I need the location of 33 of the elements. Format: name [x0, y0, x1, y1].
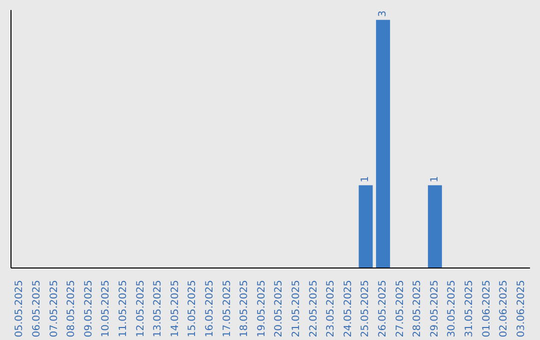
- x-tick-label: 08.05.2025: [66, 280, 78, 338]
- x-tick-label: 03.06.2025: [516, 280, 527, 338]
- x-tick-label: 25.05.2025: [360, 280, 372, 338]
- x-tick-label: 12.05.2025: [135, 280, 146, 338]
- x-tick-label: 19.05.2025: [256, 280, 268, 338]
- x-tick-label: 05.05.2025: [14, 280, 26, 338]
- x-tick-label: 16.05.2025: [204, 280, 216, 338]
- x-tick-label: 20.05.2025: [274, 280, 285, 338]
- x-tick-label: 22.05.2025: [308, 280, 320, 338]
- x-tick-label: 14.05.2025: [170, 280, 181, 338]
- data-label: 1: [429, 176, 440, 182]
- data-label: 1: [360, 176, 372, 182]
- data-label: 3: [378, 10, 389, 17]
- x-tick-label: 13.05.2025: [152, 280, 164, 338]
- x-tick-label: 15.05.2025: [187, 280, 198, 338]
- x-tick-label: 10.05.2025: [100, 280, 112, 338]
- x-tick-label: 28.05.2025: [412, 280, 424, 338]
- x-tick-label: 17.05.2025: [222, 280, 233, 338]
- x-tick-label: 09.05.2025: [83, 280, 94, 338]
- x-tick-label: 06.05.2025: [31, 280, 42, 338]
- x-tick-label: 23.05.2025: [326, 280, 337, 338]
- x-tick-label: 21.05.2025: [290, 280, 302, 338]
- x-tick-label: 30.05.2025: [446, 280, 458, 338]
- x-tick-label: 18.05.2025: [239, 280, 250, 338]
- x-tick-label: 24.05.2025: [342, 280, 354, 338]
- x-tick-label: 01.06.2025: [481, 280, 492, 338]
- x-tick-label: 26.05.2025: [377, 280, 388, 338]
- x-tick-label: 31.05.2025: [464, 280, 475, 338]
- x-tick-label: 02.06.2025: [498, 280, 510, 338]
- x-tick-label: 11.05.2025: [118, 280, 129, 338]
- x-tick-label: 27.05.2025: [394, 280, 406, 338]
- x-tick-label: 29.05.2025: [429, 280, 440, 338]
- x-tick-label: 07.05.2025: [48, 280, 60, 338]
